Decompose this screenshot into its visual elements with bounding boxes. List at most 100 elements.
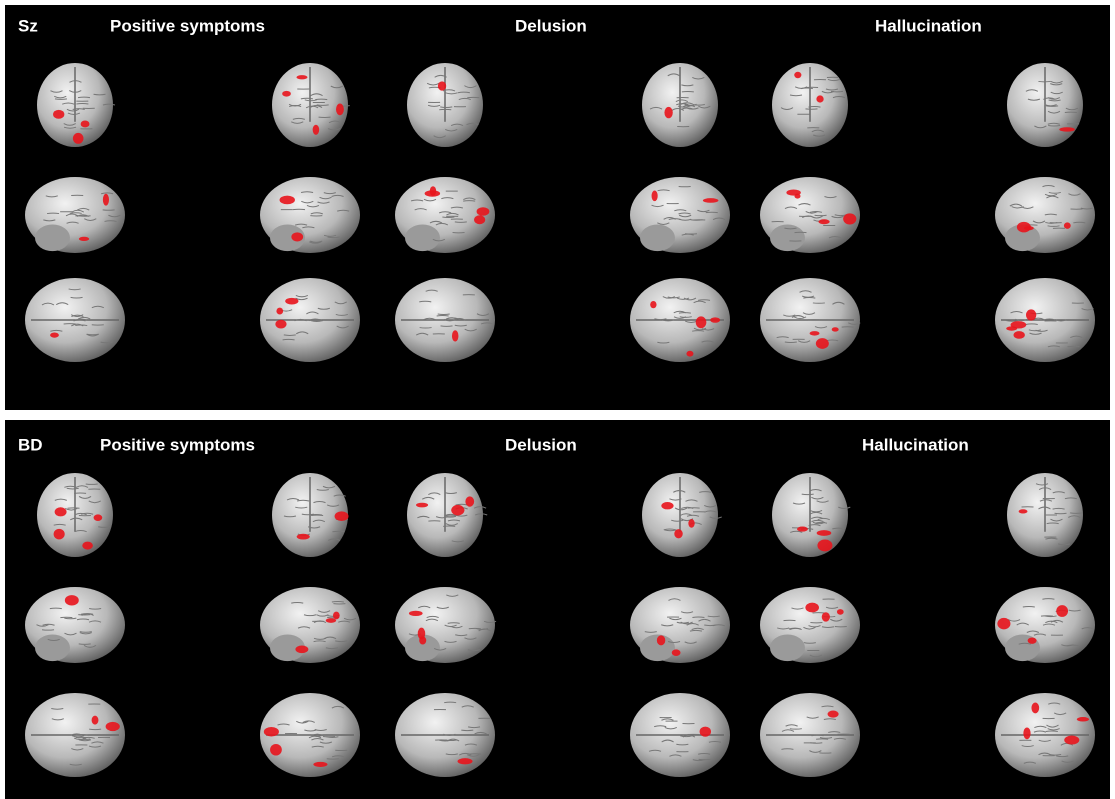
activation-blob — [270, 744, 282, 756]
activation-blob — [650, 301, 656, 308]
activation-blob — [313, 125, 320, 135]
activation-blob — [264, 727, 279, 737]
activation-blob — [82, 542, 93, 550]
activation-blob — [1064, 736, 1079, 745]
activation-blob — [94, 514, 103, 521]
activation-blob — [313, 762, 327, 767]
cerebellum — [35, 225, 70, 252]
gyrus — [79, 644, 91, 645]
activation-blob — [828, 711, 839, 718]
activation-blob — [837, 609, 844, 615]
activation-blob — [710, 317, 720, 322]
gyrus — [441, 326, 453, 327]
activation-blob — [794, 72, 801, 78]
activation-blob — [1011, 321, 1027, 328]
activation-blob — [53, 110, 64, 119]
gyrus — [78, 97, 90, 98]
activation-blob — [810, 331, 820, 335]
activation-blob — [686, 351, 693, 357]
activation-blob — [285, 298, 298, 305]
gyrus — [76, 103, 88, 104]
gyrus — [1073, 222, 1085, 223]
panel-background — [5, 5, 1110, 410]
activation-blob — [652, 191, 658, 202]
activation-blob — [1059, 127, 1075, 131]
activation-blob — [275, 320, 286, 329]
activation-blob — [276, 308, 283, 315]
activation-blob — [657, 635, 665, 645]
activation-blob — [1017, 222, 1031, 233]
activation-blob — [797, 527, 808, 532]
brain-figure: Sz Positive symptoms Delusion Hallucinat… — [0, 0, 1115, 799]
activation-blob — [672, 649, 681, 656]
activation-blob — [280, 196, 295, 205]
activation-blob — [452, 330, 458, 341]
activation-blob — [465, 496, 474, 506]
activation-blob — [674, 529, 682, 538]
activation-blob — [79, 237, 89, 241]
gyrus — [455, 222, 467, 223]
activation-blob — [805, 603, 819, 613]
activation-blob — [818, 219, 829, 224]
activation-blob — [664, 107, 672, 118]
figure: Sz Positive symptoms Delusion Hallucinat… — [0, 0, 1115, 799]
gyrus — [785, 342, 797, 343]
column-header: Positive symptoms — [110, 16, 265, 35]
activation-blob — [54, 529, 65, 540]
gyrus — [442, 217, 454, 218]
gyrus — [802, 494, 814, 495]
gyrus — [1046, 731, 1058, 732]
activation-blob — [832, 327, 839, 331]
gyrus — [315, 99, 327, 100]
gyrus — [1042, 599, 1054, 600]
gyrus — [444, 702, 456, 703]
gyrus — [692, 331, 704, 332]
activation-blob — [817, 540, 832, 552]
activation-blob — [661, 502, 673, 509]
activation-blob — [438, 81, 446, 90]
gyrus — [1048, 126, 1060, 127]
cerebellum — [770, 635, 805, 662]
gyrus — [781, 749, 793, 750]
column-header: Hallucination — [862, 435, 969, 454]
gyrus — [1070, 513, 1082, 514]
activation-blob — [416, 503, 428, 508]
activation-blob — [1056, 605, 1068, 617]
activation-blob — [291, 232, 303, 241]
activation-blob — [451, 505, 464, 516]
activation-blob — [430, 186, 436, 196]
gyrus — [704, 625, 716, 626]
activation-blob — [409, 611, 423, 616]
gyrus — [55, 99, 67, 100]
activation-blob — [296, 75, 307, 79]
column-header: Positive symptoms — [100, 435, 255, 454]
activation-blob — [81, 120, 90, 127]
activation-blob — [335, 511, 349, 521]
activation-blob — [336, 104, 344, 116]
cerebellum — [35, 635, 70, 662]
gyrus — [679, 313, 691, 314]
activation-blob — [1064, 222, 1071, 228]
activation-blob — [1014, 331, 1025, 339]
gyrus — [1049, 755, 1061, 756]
activation-blob — [1031, 703, 1039, 714]
activation-blob — [997, 618, 1010, 629]
gyrus — [1055, 513, 1067, 514]
gyrus — [317, 105, 329, 106]
activation-blob — [1023, 727, 1030, 739]
activation-blob — [843, 213, 856, 224]
activation-blob — [106, 722, 120, 731]
activation-blob — [326, 618, 336, 623]
activation-blob — [688, 519, 694, 528]
activation-blob — [1026, 309, 1036, 320]
activation-blob — [816, 95, 823, 102]
activation-blob — [794, 194, 800, 199]
group-label: BD — [18, 435, 43, 454]
activation-blob — [1028, 637, 1037, 643]
activation-blob — [55, 507, 67, 516]
activation-blob — [65, 595, 79, 605]
activation-blob — [817, 530, 832, 536]
activation-blob — [703, 198, 719, 203]
activation-blob — [103, 194, 109, 206]
activation-blob — [477, 207, 490, 216]
